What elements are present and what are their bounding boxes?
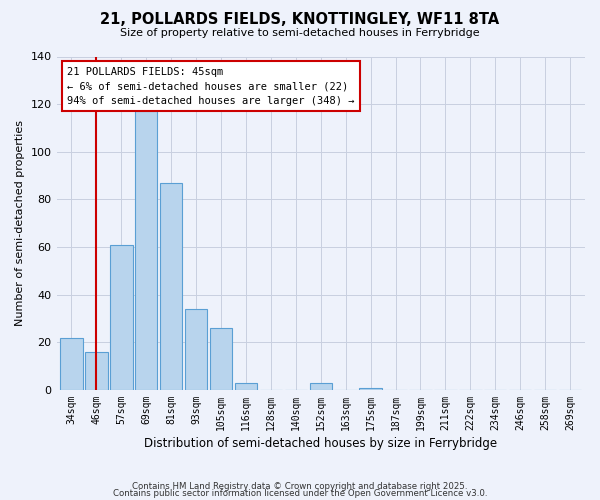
X-axis label: Distribution of semi-detached houses by size in Ferrybridge: Distribution of semi-detached houses by … bbox=[144, 437, 497, 450]
Bar bbox=[110, 244, 133, 390]
Bar bbox=[160, 182, 182, 390]
Bar bbox=[85, 352, 107, 390]
Text: 21, POLLARDS FIELDS, KNOTTINGLEY, WF11 8TA: 21, POLLARDS FIELDS, KNOTTINGLEY, WF11 8… bbox=[100, 12, 500, 28]
Bar bbox=[210, 328, 232, 390]
Bar bbox=[135, 112, 157, 390]
Text: Contains HM Land Registry data © Crown copyright and database right 2025.: Contains HM Land Registry data © Crown c… bbox=[132, 482, 468, 491]
Y-axis label: Number of semi-detached properties: Number of semi-detached properties bbox=[15, 120, 25, 326]
Bar bbox=[185, 309, 208, 390]
Text: 21 POLLARDS FIELDS: 45sqm
← 6% of semi-detached houses are smaller (22)
94% of s: 21 POLLARDS FIELDS: 45sqm ← 6% of semi-d… bbox=[67, 66, 355, 106]
Text: Contains public sector information licensed under the Open Government Licence v3: Contains public sector information licen… bbox=[113, 490, 487, 498]
Bar bbox=[60, 338, 83, 390]
Bar bbox=[235, 383, 257, 390]
Bar bbox=[359, 388, 382, 390]
Bar bbox=[310, 383, 332, 390]
Text: Size of property relative to semi-detached houses in Ferrybridge: Size of property relative to semi-detach… bbox=[120, 28, 480, 38]
